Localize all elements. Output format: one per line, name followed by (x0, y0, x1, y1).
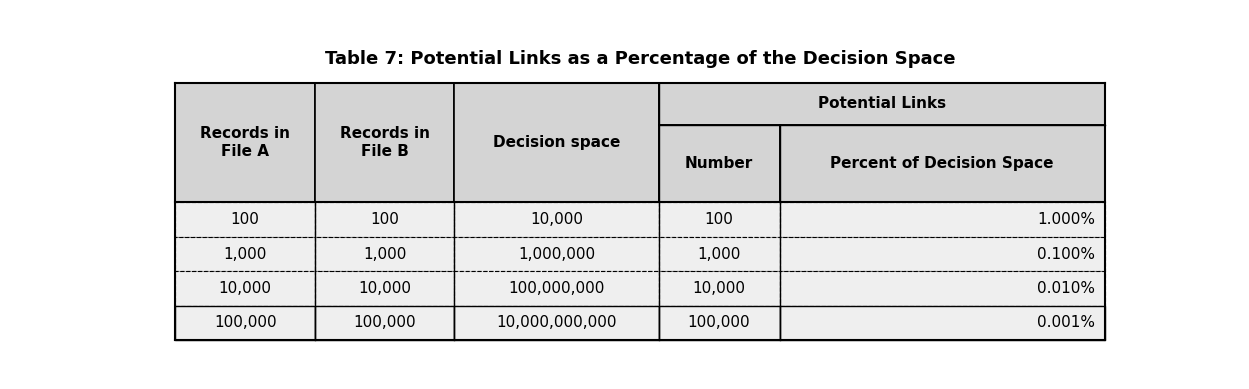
Text: 0.001%: 0.001% (1037, 315, 1095, 331)
Text: Table 7: Potential Links as a Percentage of the Decision Space: Table 7: Potential Links as a Percentage… (325, 50, 955, 68)
FancyBboxPatch shape (315, 306, 455, 340)
Text: 1,000: 1,000 (697, 247, 741, 262)
FancyBboxPatch shape (175, 306, 315, 340)
FancyBboxPatch shape (315, 82, 455, 202)
FancyBboxPatch shape (455, 237, 658, 272)
Text: 10,000: 10,000 (693, 281, 746, 296)
Text: 1,000,000: 1,000,000 (518, 247, 595, 262)
FancyBboxPatch shape (658, 82, 1104, 124)
Text: 10,000: 10,000 (358, 281, 411, 296)
FancyBboxPatch shape (779, 237, 1104, 272)
FancyBboxPatch shape (779, 202, 1104, 237)
FancyBboxPatch shape (455, 82, 658, 202)
Text: 10,000: 10,000 (530, 212, 583, 227)
FancyBboxPatch shape (315, 237, 455, 272)
FancyBboxPatch shape (658, 237, 779, 272)
Text: Decision space: Decision space (493, 135, 621, 150)
FancyBboxPatch shape (455, 202, 658, 237)
Text: 1,000: 1,000 (224, 247, 267, 262)
Text: 100: 100 (704, 212, 733, 227)
FancyBboxPatch shape (315, 202, 455, 237)
FancyBboxPatch shape (455, 306, 658, 340)
Text: Number: Number (684, 156, 753, 171)
FancyBboxPatch shape (658, 272, 779, 306)
Text: 100: 100 (370, 212, 398, 227)
FancyBboxPatch shape (175, 237, 315, 272)
Text: Records in
File B: Records in File B (340, 126, 430, 159)
FancyBboxPatch shape (658, 202, 779, 237)
Text: 10,000,000,000: 10,000,000,000 (496, 315, 617, 331)
Text: Records in
File A: Records in File A (200, 126, 290, 159)
Text: 100: 100 (231, 212, 260, 227)
FancyBboxPatch shape (175, 82, 315, 202)
Text: 0.010%: 0.010% (1037, 281, 1095, 296)
FancyBboxPatch shape (779, 272, 1104, 306)
Text: Percent of Decision Space: Percent of Decision Space (831, 156, 1054, 171)
FancyBboxPatch shape (779, 306, 1104, 340)
Text: 100,000: 100,000 (688, 315, 751, 331)
Text: 100,000: 100,000 (353, 315, 416, 331)
FancyBboxPatch shape (658, 306, 779, 340)
Text: 100,000: 100,000 (214, 315, 276, 331)
FancyBboxPatch shape (455, 272, 658, 306)
FancyBboxPatch shape (658, 124, 779, 202)
Text: 100,000,000: 100,000,000 (508, 281, 605, 296)
Text: Potential Links: Potential Links (818, 96, 945, 111)
FancyBboxPatch shape (175, 202, 315, 237)
FancyBboxPatch shape (175, 272, 315, 306)
Text: 10,000: 10,000 (219, 281, 272, 296)
FancyBboxPatch shape (315, 272, 455, 306)
Text: 1,000: 1,000 (363, 247, 406, 262)
Text: 0.100%: 0.100% (1037, 247, 1095, 262)
FancyBboxPatch shape (779, 124, 1104, 202)
Text: 1.000%: 1.000% (1037, 212, 1095, 227)
